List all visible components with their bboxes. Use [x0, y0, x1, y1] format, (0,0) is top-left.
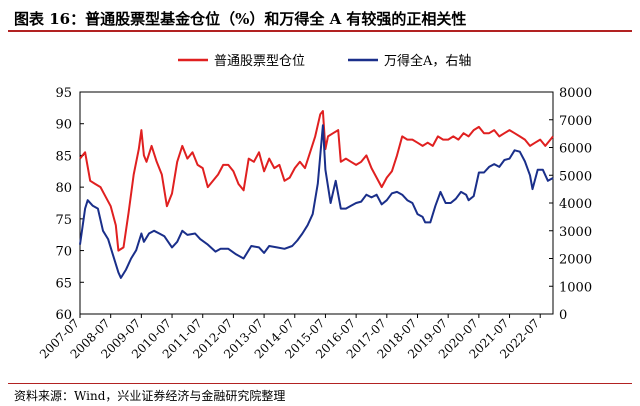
axes: 60 65 70 75 80 85 90 95 0 1000 2000 3000 4000 5000 600…	[37, 86, 592, 361]
plot-frame	[79, 91, 554, 315]
y2-tick-label: 1000	[559, 280, 592, 295]
source-note: 资料来源：Wind，兴业证券经济与金融研究院整理	[14, 389, 286, 403]
plot-area	[79, 110, 554, 279]
legend-label: 普通股票型仓位	[214, 54, 305, 69]
y2-tick-label: 7000	[559, 114, 592, 129]
legend-label: 万得全A，右轴	[384, 53, 471, 69]
y-tick-label: 90	[55, 118, 72, 133]
y2-tick-label: 5000	[559, 169, 592, 184]
y2-tick-label: 8000	[559, 86, 592, 101]
y-tick-label: 80	[55, 181, 72, 196]
y2-tick-label: 0	[559, 308, 567, 323]
series-line-index	[79, 124, 554, 279]
y-tick-label: 70	[55, 245, 72, 260]
y-tick-label: 85	[55, 149, 72, 164]
y2-tick-label: 4000	[559, 197, 592, 212]
series-line-position	[79, 110, 554, 252]
y-tick-label: 75	[55, 213, 72, 228]
y2-tick-label: 6000	[559, 142, 592, 157]
y-tick-label: 95	[55, 86, 72, 101]
y2-tick-label: 2000	[559, 253, 592, 268]
chart-title: 图表 16：普通股票型基金仓位（%）和万得全 A 有较强的正相关性	[14, 10, 467, 28]
y-tick-label: 60	[55, 308, 72, 323]
y-tick-label: 65	[55, 276, 72, 291]
chart-area: 普通股票型仓位 万得全A，右轴 60 65 70 75 80 85 90 95 0 1000 2000…	[8, 38, 632, 378]
source-bar: 资料来源：Wind，兴业证券经济与金融研究院整理	[8, 383, 632, 405]
chart-title-bar: 图表 16：普通股票型基金仓位（%）和万得全 A 有较强的正相关性	[8, 4, 632, 32]
legend: 普通股票型仓位 万得全A，右轴	[178, 53, 471, 69]
line-chart: 普通股票型仓位 万得全A，右轴 60 65 70 75 80 85 90 95 0 1000 2000…	[37, 53, 592, 361]
y2-tick-label: 3000	[559, 225, 592, 240]
